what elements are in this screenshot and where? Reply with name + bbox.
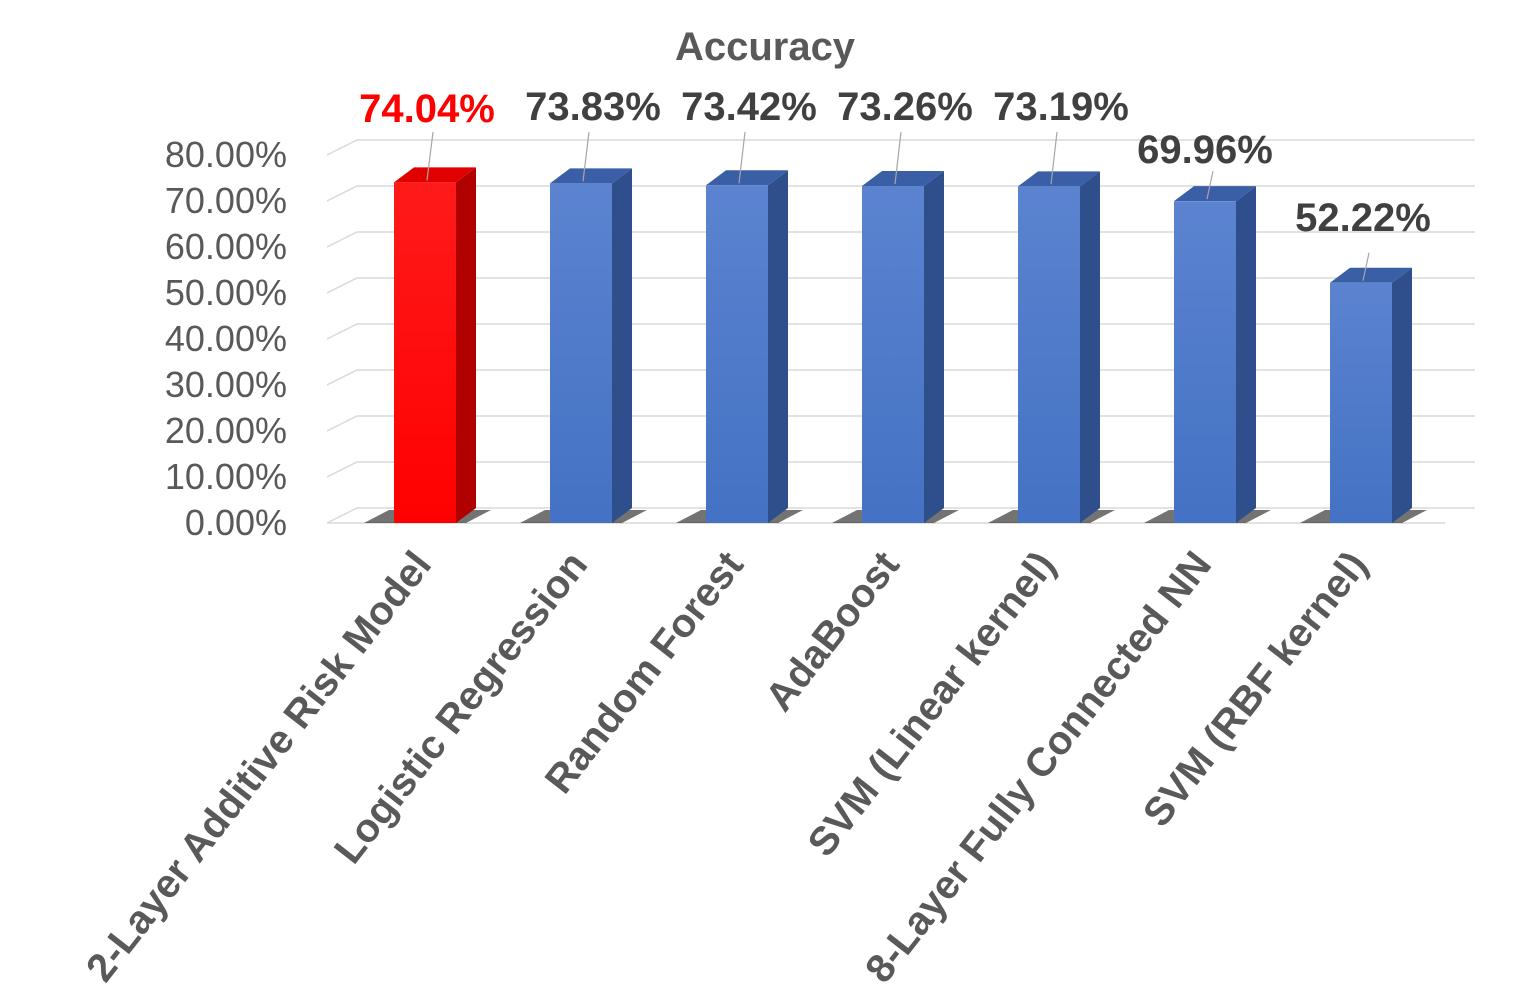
bar bbox=[1144, 186, 1271, 523]
bar-side bbox=[456, 167, 476, 523]
y-tick-label: 60.00% bbox=[165, 226, 287, 267]
bar-front bbox=[550, 183, 612, 523]
x-tick-label: AdaBoost bbox=[757, 543, 908, 719]
gridline bbox=[326, 231, 1475, 248]
y-tick-label: 30.00% bbox=[165, 364, 287, 405]
bar-front bbox=[706, 185, 768, 523]
gridline bbox=[326, 185, 1475, 202]
y-tick-label: 50.00% bbox=[165, 272, 287, 313]
bar-side bbox=[612, 168, 632, 523]
label-leader bbox=[1206, 171, 1214, 200]
label-leader bbox=[894, 131, 902, 185]
bar-side bbox=[1080, 171, 1100, 524]
data-label: 73.19% bbox=[993, 85, 1129, 129]
gridline bbox=[326, 277, 1475, 294]
y-tick-label: 70.00% bbox=[165, 180, 287, 221]
bar bbox=[1300, 267, 1427, 523]
bar-front bbox=[862, 186, 924, 523]
bar-side bbox=[768, 170, 788, 523]
data-label: 69.96% bbox=[1137, 128, 1273, 172]
gridline bbox=[326, 323, 1475, 340]
bar bbox=[832, 171, 959, 523]
bar bbox=[988, 171, 1115, 524]
bar-top bbox=[1330, 267, 1412, 283]
data-label: 73.42% bbox=[681, 85, 817, 129]
gridline bbox=[326, 507, 1475, 524]
bar-top bbox=[550, 168, 632, 184]
x-tick-label: 2-Layer Additive Risk Model bbox=[78, 543, 440, 989]
data-label: 52.22% bbox=[1295, 196, 1431, 240]
bar-top bbox=[394, 167, 476, 183]
y-tick-label: 40.00% bbox=[165, 318, 287, 359]
y-tick-label: 80.00% bbox=[165, 134, 287, 175]
y-tick-label: 10.00% bbox=[165, 456, 287, 497]
bar-front bbox=[1174, 201, 1236, 523]
bar-side bbox=[1236, 186, 1256, 523]
gridline bbox=[326, 369, 1475, 386]
gridline bbox=[326, 461, 1475, 478]
bar-front bbox=[394, 182, 456, 523]
label-leader bbox=[738, 131, 746, 184]
gridlines bbox=[326, 139, 1475, 524]
bar-front bbox=[1018, 186, 1080, 524]
data-labels: 74.04% 73.83% 73.42% 73.26% 73.19%69.96% 52.2… bbox=[359, 85, 1431, 281]
data-label: 74.04% bbox=[359, 87, 495, 131]
label-leader bbox=[426, 131, 434, 181]
data-label: 73.83% bbox=[525, 85, 661, 129]
bar-top bbox=[1018, 171, 1100, 187]
gridline bbox=[326, 139, 1475, 156]
label-leader bbox=[582, 131, 590, 182]
y-tick-label: 0.00% bbox=[185, 502, 287, 543]
y-tick-label: 20.00% bbox=[165, 410, 287, 451]
bar-side bbox=[924, 171, 944, 523]
label-leader bbox=[1050, 131, 1058, 185]
gridline bbox=[326, 415, 1475, 432]
bar-top bbox=[706, 170, 788, 186]
chart-title: Accuracy bbox=[675, 25, 856, 69]
bar bbox=[520, 168, 647, 523]
bar-side bbox=[1392, 267, 1412, 523]
label-leader bbox=[1362, 252, 1370, 281]
bar-top bbox=[862, 171, 944, 187]
bar bbox=[364, 167, 491, 523]
bar bbox=[676, 170, 803, 523]
data-label: 73.26% bbox=[837, 85, 973, 129]
bars bbox=[364, 167, 1427, 524]
bar-front bbox=[1330, 282, 1392, 523]
bar-top bbox=[1174, 186, 1256, 202]
y-axis-ticks: 0.00% 10.00% 20.00% 30.00% 40.00% 50.00% 60.00… bbox=[165, 134, 287, 543]
